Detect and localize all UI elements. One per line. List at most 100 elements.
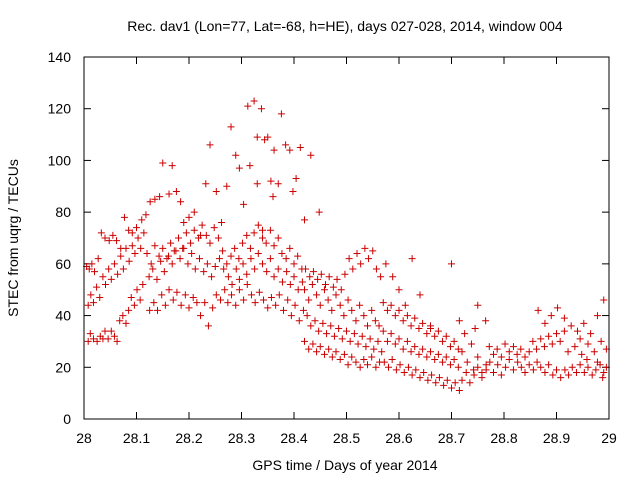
data-point xyxy=(201,299,209,307)
data-point xyxy=(198,221,206,229)
data-point xyxy=(548,340,556,348)
data-point xyxy=(188,250,196,258)
data-point xyxy=(143,250,151,258)
data-point xyxy=(517,363,525,371)
data-point xyxy=(208,273,216,281)
data-point xyxy=(358,332,366,340)
y-tick-label-0: 0 xyxy=(63,411,71,427)
data-point xyxy=(250,97,258,105)
data-point xyxy=(136,296,144,304)
data-point xyxy=(246,244,254,252)
data-point xyxy=(151,242,159,250)
plot-frame xyxy=(83,56,610,420)
data-point xyxy=(455,317,463,325)
data-point xyxy=(290,273,298,281)
data-point xyxy=(357,260,365,268)
data-point xyxy=(101,234,109,242)
data-point xyxy=(377,273,385,281)
data-point xyxy=(99,273,107,281)
data-point xyxy=(574,327,581,335)
data-point xyxy=(525,348,533,356)
data-point xyxy=(156,193,164,201)
data-point xyxy=(254,221,262,229)
data-point xyxy=(298,278,306,286)
data-point xyxy=(470,371,478,379)
data-point xyxy=(306,273,314,281)
data-point xyxy=(593,358,601,366)
data-point xyxy=(311,317,319,325)
data-point xyxy=(567,322,575,330)
data-point xyxy=(308,281,316,289)
data-point xyxy=(545,332,553,340)
data-point xyxy=(235,286,243,294)
data-point xyxy=(466,379,474,387)
data-point xyxy=(215,255,223,263)
data-point xyxy=(525,361,533,369)
data-point xyxy=(450,356,458,364)
data-point xyxy=(344,361,352,369)
data-point xyxy=(336,356,344,364)
data-point xyxy=(185,213,193,221)
data-point xyxy=(193,299,201,307)
data-point xyxy=(228,291,236,299)
data-point xyxy=(380,358,388,366)
data-point xyxy=(365,255,373,263)
data-point xyxy=(160,268,168,276)
data-point xyxy=(411,314,419,322)
data-point xyxy=(274,234,282,242)
data-point xyxy=(505,348,513,356)
data-point xyxy=(244,102,252,110)
data-points xyxy=(83,97,610,395)
data-point xyxy=(364,322,371,330)
data-point xyxy=(529,366,537,374)
data-point xyxy=(243,231,251,239)
data-point xyxy=(329,283,337,291)
data-point xyxy=(490,350,497,358)
data-point xyxy=(161,301,169,309)
data-point xyxy=(580,319,588,327)
data-point xyxy=(107,327,115,335)
data-point xyxy=(588,371,596,379)
data-point xyxy=(232,301,240,309)
data-point xyxy=(104,335,112,343)
data-point xyxy=(387,301,395,309)
data-point xyxy=(128,242,136,250)
data-point xyxy=(125,257,133,265)
data-point xyxy=(149,265,157,273)
data-point xyxy=(537,335,545,343)
data-point xyxy=(147,260,155,268)
data-point xyxy=(564,348,572,356)
data-point xyxy=(177,198,185,206)
data-point xyxy=(584,340,592,348)
data-point xyxy=(568,363,576,371)
data-point xyxy=(461,330,469,338)
data-point xyxy=(448,260,455,268)
data-point xyxy=(592,366,600,374)
data-point xyxy=(138,216,146,224)
data-point xyxy=(250,229,258,237)
data-point xyxy=(553,330,560,338)
data-point xyxy=(557,374,565,382)
data-point xyxy=(403,337,411,345)
data-point xyxy=(282,141,290,149)
data-point xyxy=(379,299,387,307)
data-point xyxy=(482,317,490,325)
data-point xyxy=(266,226,274,234)
data-point xyxy=(228,281,236,289)
data-point xyxy=(170,247,178,255)
data-point xyxy=(408,255,416,263)
data-point xyxy=(338,335,346,343)
x-tick-label-2: 28.2 xyxy=(175,430,202,446)
data-point xyxy=(565,371,573,379)
data-point xyxy=(482,366,490,374)
data-point xyxy=(247,291,255,299)
data-point xyxy=(553,366,560,374)
data-point xyxy=(556,337,564,345)
data-point xyxy=(395,335,403,343)
data-point xyxy=(513,350,521,358)
data-point xyxy=(320,350,328,358)
data-point xyxy=(142,211,150,219)
data-point xyxy=(85,265,93,273)
data-point xyxy=(583,356,591,364)
